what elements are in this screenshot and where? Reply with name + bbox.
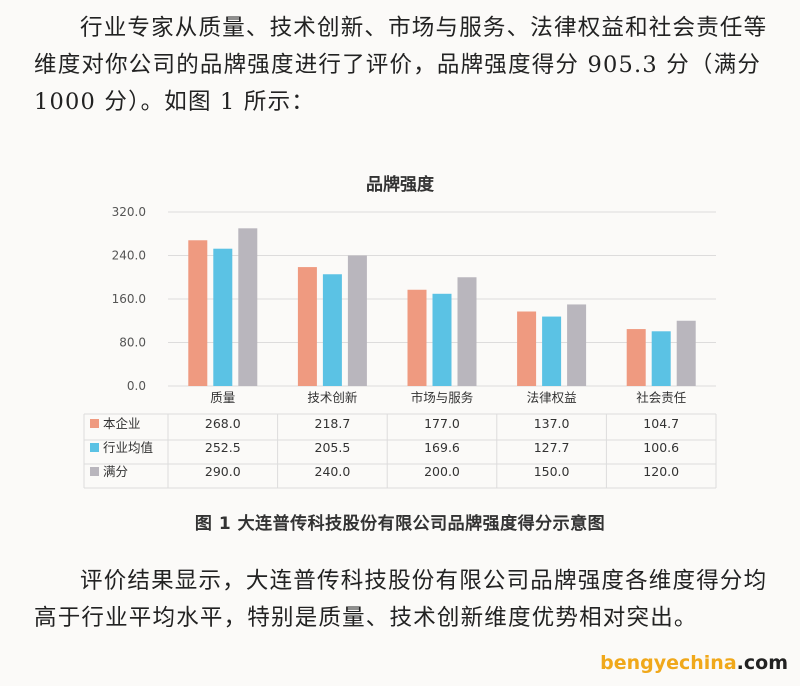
data-label: 150.0 [534, 464, 570, 479]
result-paragraph-text: 评价结果显示，大连普传科技股份有限公司品牌强度各维度得分均高于行业平均水平，特别… [34, 568, 768, 631]
y-tick-label: 80.0 [119, 336, 146, 350]
brand-strength-chart: 品牌强度 320.0 240.0 160.0 80.0 0.0 质量 技术创新 市场与服务 法律… [70, 160, 730, 500]
bar [188, 240, 208, 386]
data-label: 218.7 [315, 416, 351, 431]
watermark-name: bengyechina [600, 652, 737, 674]
data-label: 120.0 [643, 464, 679, 479]
legend-label: 本企业 [103, 416, 141, 431]
bar [322, 274, 342, 386]
result-paragraph: 评价结果显示，大连普传科技股份有限公司品牌强度各维度得分均高于行业平均水平，特别… [34, 563, 774, 637]
legend-label: 满分 [103, 464, 128, 479]
bar [676, 320, 696, 386]
chart-title: 品牌强度 [366, 175, 434, 195]
bar [567, 304, 587, 386]
data-label: 205.5 [315, 440, 351, 455]
figure-caption: 图 1 大连普传科技股份有限公司品牌强度得分示意图 [194, 514, 606, 534]
y-tick-label: 160.0 [112, 292, 146, 306]
intro-paragraph: 行业专家从质量、技术创新、市场与服务、法律权益和社会责任等维度对你公司的品牌强度… [34, 10, 774, 121]
watermark-suffix: .com [736, 652, 788, 674]
data-label: 177.0 [424, 416, 460, 431]
bar [651, 331, 671, 386]
bar [542, 316, 562, 386]
data-label: 200.0 [424, 464, 460, 479]
bar [238, 228, 258, 386]
data-label: 104.7 [643, 416, 679, 431]
bar [432, 293, 452, 386]
data-label: 169.6 [424, 440, 460, 455]
chart-svg: 320.0 240.0 160.0 80.0 0.0 质量 技术创新 市场与服务 法律权益 社会责… [83, 205, 717, 489]
legend-label: 行业均值 [103, 440, 153, 455]
data-label: 252.5 [205, 440, 241, 455]
x-category-label: 质量 [210, 390, 235, 405]
legend-swatch [90, 467, 99, 476]
x-category-label: 社会责任 [636, 390, 686, 405]
bar [457, 277, 477, 386]
bar [517, 311, 537, 386]
data-label: 268.0 [205, 416, 241, 431]
site-watermark: bengyechina.com [600, 652, 788, 674]
bar [297, 267, 317, 386]
x-category-label: 法律权益 [527, 390, 577, 405]
x-category-label: 市场与服务 [411, 390, 474, 405]
y-tick-label: 240.0 [112, 249, 146, 263]
legend-swatch [90, 443, 99, 452]
data-label: 290.0 [205, 464, 241, 479]
data-label: 127.7 [534, 440, 570, 455]
data-label: 137.0 [534, 416, 570, 431]
data-label: 100.6 [643, 440, 679, 455]
legend-swatch [90, 419, 99, 428]
bar [347, 255, 367, 386]
y-tick-label: 0.0 [127, 379, 146, 393]
bar [407, 289, 427, 386]
x-category-label: 技术创新 [307, 390, 357, 405]
bar [213, 248, 233, 386]
intro-paragraph-text: 行业专家从质量、技术创新、市场与服务、法律权益和社会责任等维度对你公司的品牌强度… [34, 15, 768, 115]
bar [626, 329, 646, 386]
data-label: 240.0 [315, 464, 351, 479]
y-tick-label: 320.0 [112, 205, 146, 219]
